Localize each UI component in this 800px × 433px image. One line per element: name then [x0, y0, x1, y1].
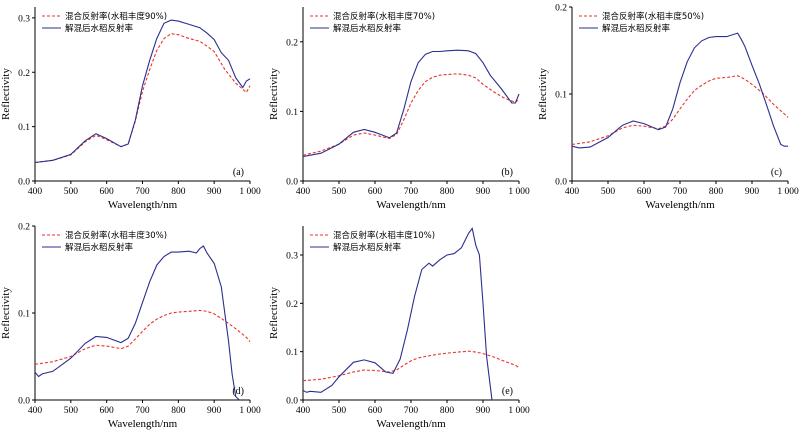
x-tick-label: 1 000: [239, 406, 261, 416]
series-unmixed-rice-reflectance: [34, 19, 251, 164]
y-tick-label: 0.0: [286, 397, 298, 407]
x-tick-label: 600: [368, 187, 383, 197]
panel-e: 400 500 600 700 800 900 1 000 0.0 0.1 0.2 0.3 Wavel…: [268, 226, 530, 430]
panel-tag: (d): [232, 386, 244, 397]
legend-label: 混合反射率(水稻丰度50%): [602, 11, 704, 22]
x-tick-label: 600: [637, 187, 652, 197]
legend-label: 混合反射率(水稻丰度90%): [65, 11, 167, 22]
x-tick-label: 900: [476, 406, 491, 416]
x-tick-label: 700: [404, 406, 419, 416]
series-mixed-reflectance: [34, 309, 251, 365]
x-tick-label: 700: [404, 187, 419, 197]
panel-tag: (c): [771, 167, 782, 178]
y-axis-title: Reflectivity: [268, 287, 280, 339]
x-axis-title: Wavelength/nm: [376, 418, 446, 430]
panel-tag: (a): [233, 167, 244, 178]
x-tick-label: 1 000: [777, 187, 799, 197]
x-tick-label: 800: [171, 406, 186, 416]
series-unmixed-rice-reflectance: [302, 49, 520, 158]
x-tick-label: 500: [332, 406, 347, 416]
y-tick-label: 0.1: [18, 123, 30, 133]
y-tick-label: 0.2: [286, 300, 298, 310]
x-tick-label: 500: [601, 187, 616, 197]
x-axis-title: Wavelength/nm: [108, 418, 178, 430]
x-tick-label: 400: [296, 406, 311, 416]
legend-label: 混合反射率(水稻丰度30%): [65, 230, 167, 241]
x-tick-label: 400: [28, 187, 43, 197]
x-tick-label: 800: [171, 187, 186, 197]
x-tick-label: 700: [673, 187, 688, 197]
x-tick-label: 900: [745, 187, 760, 197]
series-mixed-reflectance: [34, 33, 251, 164]
x-tick-label: 500: [64, 406, 79, 416]
series-mixed-reflectance: [302, 73, 520, 156]
series-unmixed-rice-reflectance: [571, 32, 788, 149]
x-axis-title: Wavelength/nm: [108, 199, 178, 211]
y-axis-title: Reflectivity: [537, 68, 549, 120]
legend-label: 混合反射率(水稻丰度10%): [333, 230, 435, 241]
x-tick-label: 700: [135, 187, 150, 197]
x-tick-label: 900: [207, 406, 222, 416]
series-unmixed-rice-reflectance: [34, 245, 240, 401]
x-tick-label: 700: [135, 406, 150, 416]
x-tick-label: 400: [296, 187, 311, 197]
x-tick-label: 900: [476, 187, 491, 197]
x-tick-label: 800: [440, 406, 455, 416]
y-tick-label: 0.0: [555, 178, 567, 188]
x-tick-label: 1 000: [508, 187, 530, 197]
legend-label: 解混后水稻反射率: [65, 23, 134, 34]
y-tick-label: 0.1: [286, 108, 298, 118]
y-tick-label: 0.2: [18, 223, 30, 233]
y-tick-label: 0.3: [286, 252, 298, 262]
series-mixed-reflectance: [571, 75, 789, 146]
y-tick-label: 0.2: [555, 4, 567, 14]
y-axis-title: Reflectivity: [0, 287, 12, 339]
x-tick-label: 1 000: [239, 187, 261, 197]
x-tick-label: 900: [207, 187, 222, 197]
y-tick-label: 0.0: [18, 397, 30, 407]
y-axis-title: Reflectivity: [268, 68, 280, 120]
legend-label: 混合反射率(水稻丰度70%): [333, 11, 435, 22]
y-tick-label: 0.2: [286, 38, 298, 48]
x-tick-label: 800: [709, 187, 724, 197]
x-tick-label: 600: [100, 187, 115, 197]
x-tick-label: 600: [100, 406, 115, 416]
x-axis-title: Wavelength/nm: [645, 199, 715, 211]
panel-c: 400 500 600 700 800 900 1 000 0.0 0.1 0.2 Waveleng…: [537, 4, 799, 212]
y-tick-label: 0.3: [18, 14, 30, 24]
x-tick-label: 600: [368, 406, 383, 416]
y-tick-label: 0.0: [18, 178, 30, 188]
panel-d: 400 500 600 700 800 900 1 000 0.0 0.1 0.2 Waveleng…: [0, 223, 261, 431]
y-tick-label: 0.1: [555, 91, 567, 101]
x-tick-label: 400: [565, 187, 580, 197]
y-axis-title: Reflectivity: [0, 68, 12, 120]
x-tick-label: 500: [332, 187, 347, 197]
x-tick-label: 400: [28, 406, 43, 416]
x-axis-title: Wavelength/nm: [376, 199, 446, 211]
x-tick-label: 1 000: [508, 406, 530, 416]
y-tick-label: 0.1: [286, 348, 298, 358]
panel-tag: (b): [501, 167, 513, 178]
y-tick-label: 0.1: [18, 310, 30, 320]
x-tick-label: 500: [64, 187, 79, 197]
panel-a: 400 500 600 700 800 900 1 000 0.0 0.1 0.2 0.3 Wavel…: [0, 7, 261, 211]
panel-b: 400 500 600 700 800 900 1 000 0.0 0.1 0.2 Waveleng…: [268, 7, 530, 211]
y-tick-label: 0.0: [286, 178, 298, 188]
panel-tag: (e): [502, 386, 513, 397]
x-tick-label: 800: [440, 187, 455, 197]
series-unmixed-rice-reflectance: [302, 227, 493, 401]
legend-label: 解混后水稻反射率: [602, 23, 671, 34]
y-tick-label: 0.2: [18, 69, 30, 79]
series-mixed-reflectance: [302, 350, 520, 382]
legend-label: 解混后水稻反射率: [333, 23, 402, 34]
legend-label: 解混后水稻反射率: [65, 242, 134, 253]
legend-label: 解混后水稻反射率: [333, 242, 402, 253]
